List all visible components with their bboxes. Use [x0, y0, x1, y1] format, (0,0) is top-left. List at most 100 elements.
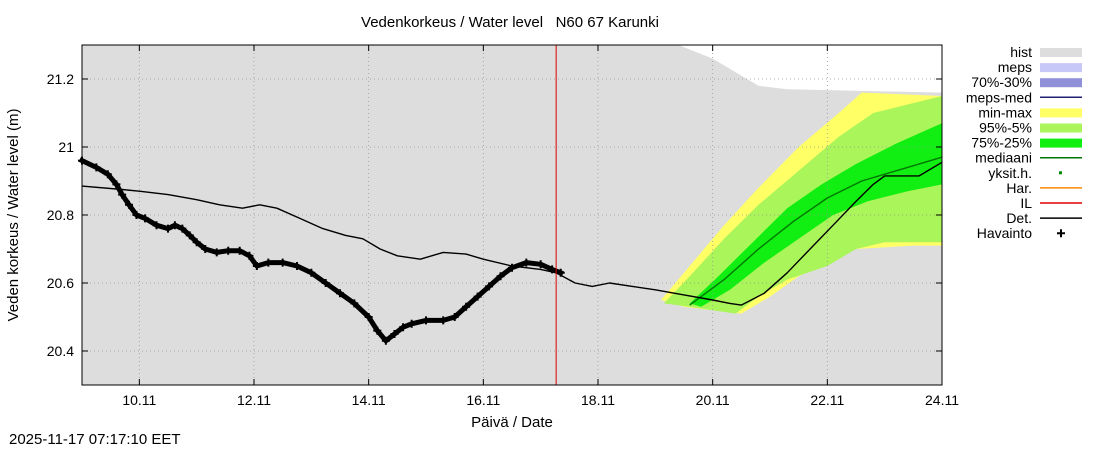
- observation-point: [522, 258, 531, 267]
- legend-label: 95%-5%: [979, 120, 1032, 136]
- x-tick-label: 12.11: [237, 392, 271, 408]
- legend-swatch: [1057, 229, 1065, 238]
- plot-area: [78, 44, 943, 386]
- legend-item: Har.: [1006, 180, 1082, 196]
- y-tick-label: 20.8: [47, 207, 74, 223]
- observation-point: [364, 313, 373, 321]
- observation-point: [350, 299, 359, 308]
- y-axis-label: Veden korkeus / Water level (m): [5, 109, 22, 322]
- x-tick-label: 20.11: [696, 392, 730, 408]
- legend-label: Har.: [1006, 180, 1032, 196]
- line-det-: [81, 161, 943, 306]
- legend-item: 70%-30%: [971, 74, 1082, 90]
- observation-point: [235, 246, 244, 255]
- observation-point: [485, 282, 494, 291]
- legend: histmeps70%-30%meps-medmin-max95%-5%75%-…: [966, 44, 1082, 241]
- observation-point: [556, 268, 565, 277]
- observation-point: [192, 238, 201, 247]
- x-tick-label: 16.11: [466, 392, 500, 408]
- legend-label: mediaani: [975, 150, 1032, 166]
- legend-item: mediaani: [975, 150, 1082, 166]
- legend-swatch: [1040, 108, 1082, 118]
- observation-point: [125, 200, 134, 209]
- observation-point: [407, 319, 416, 328]
- observation-point: [185, 231, 194, 240]
- band-75-25-: [689, 123, 942, 307]
- legend-label: yksit.h.: [988, 165, 1032, 181]
- observation-point: [103, 170, 112, 179]
- legend-swatch: [1040, 63, 1082, 73]
- observation-point: [462, 302, 471, 311]
- legend-label: min-max: [978, 104, 1032, 120]
- axis-layer: 10.11 12.11 14.11 16.11 18.11 20.11 22.11 24.11…: [47, 45, 959, 408]
- observation-point: [264, 258, 273, 267]
- legend-swatch: [1040, 123, 1082, 133]
- y-tick-label: 21.2: [47, 71, 74, 87]
- observation-point: [399, 323, 408, 332]
- observation-point: [496, 272, 505, 281]
- legend-swatch: [1040, 138, 1082, 148]
- x-axis-label: Päivä / Date: [471, 414, 553, 431]
- observation-point: [439, 316, 448, 325]
- legend-item: min-max: [978, 104, 1082, 120]
- observation-point: [132, 211, 141, 219]
- legend-item: Det.: [1006, 210, 1082, 226]
- legend-swatch: [1040, 78, 1082, 88]
- observation-point: [381, 336, 390, 345]
- observation-point: [170, 221, 179, 230]
- legend-label: hist: [1010, 44, 1032, 60]
- y-tick-label: 21: [58, 139, 74, 155]
- line-layer: [78, 156, 943, 345]
- observation-point: [201, 245, 210, 253]
- observation-point: [141, 214, 150, 223]
- legend-label: IL: [1020, 195, 1032, 211]
- legend-label: meps: [998, 59, 1032, 75]
- observation-point: [293, 262, 301, 270]
- x-tick-label: 14.11: [352, 392, 386, 408]
- observation-point: [278, 258, 287, 267]
- legend-item: hist: [1010, 44, 1082, 60]
- observation-point: [164, 224, 172, 233]
- observation-point: [473, 292, 482, 301]
- observation-point: [373, 326, 382, 335]
- y-tick-label: 20.4: [47, 343, 74, 359]
- observation-point: [422, 316, 430, 325]
- observation-point: [252, 262, 261, 270]
- observation-point: [112, 180, 121, 189]
- chart-title: Vedenkorkeus / Water level N60 67 Karunk…: [361, 14, 659, 31]
- observation-point: [536, 260, 545, 269]
- y-tick-label: 20.6: [47, 275, 74, 291]
- observation-point: [224, 246, 233, 255]
- timestamp: 2025-11-17 07:17:10 EET: [9, 431, 181, 448]
- observation-point: [178, 224, 187, 233]
- observation-point: [92, 163, 101, 172]
- legend-label: Det.: [1006, 210, 1032, 226]
- observation-point: [152, 221, 161, 230]
- legend-item: 75%-25%: [971, 135, 1082, 151]
- observation-point: [390, 330, 399, 338]
- legend-label: Havainto: [977, 225, 1032, 241]
- legend-label: meps-med: [966, 89, 1032, 105]
- observation-point: [307, 268, 316, 277]
- observation-point: [336, 289, 344, 298]
- x-tick-label: 22.11: [810, 392, 844, 408]
- observation-point: [548, 265, 557, 274]
- line-mediaani: [689, 156, 943, 306]
- observation-point: [321, 279, 330, 287]
- series-layer: [82, 45, 942, 385]
- legend-item: meps: [998, 59, 1082, 75]
- observation-point: [118, 190, 127, 199]
- observation-point: [450, 313, 459, 321]
- x-tick-label: 10.11: [122, 392, 156, 408]
- observation-point: [508, 263, 516, 272]
- legend-item: Havainto: [977, 225, 1065, 241]
- legend-swatch: [1059, 171, 1062, 175]
- legend-swatch: [1040, 48, 1082, 57]
- legend-label: 70%-30%: [971, 74, 1032, 90]
- legend-item: yksit.h.: [988, 165, 1062, 181]
- x-tick-label: 18.11: [581, 392, 615, 408]
- x-tick-label: 24.11: [925, 392, 959, 408]
- legend-item: meps-med: [966, 89, 1082, 105]
- legend-item: IL: [1020, 195, 1082, 211]
